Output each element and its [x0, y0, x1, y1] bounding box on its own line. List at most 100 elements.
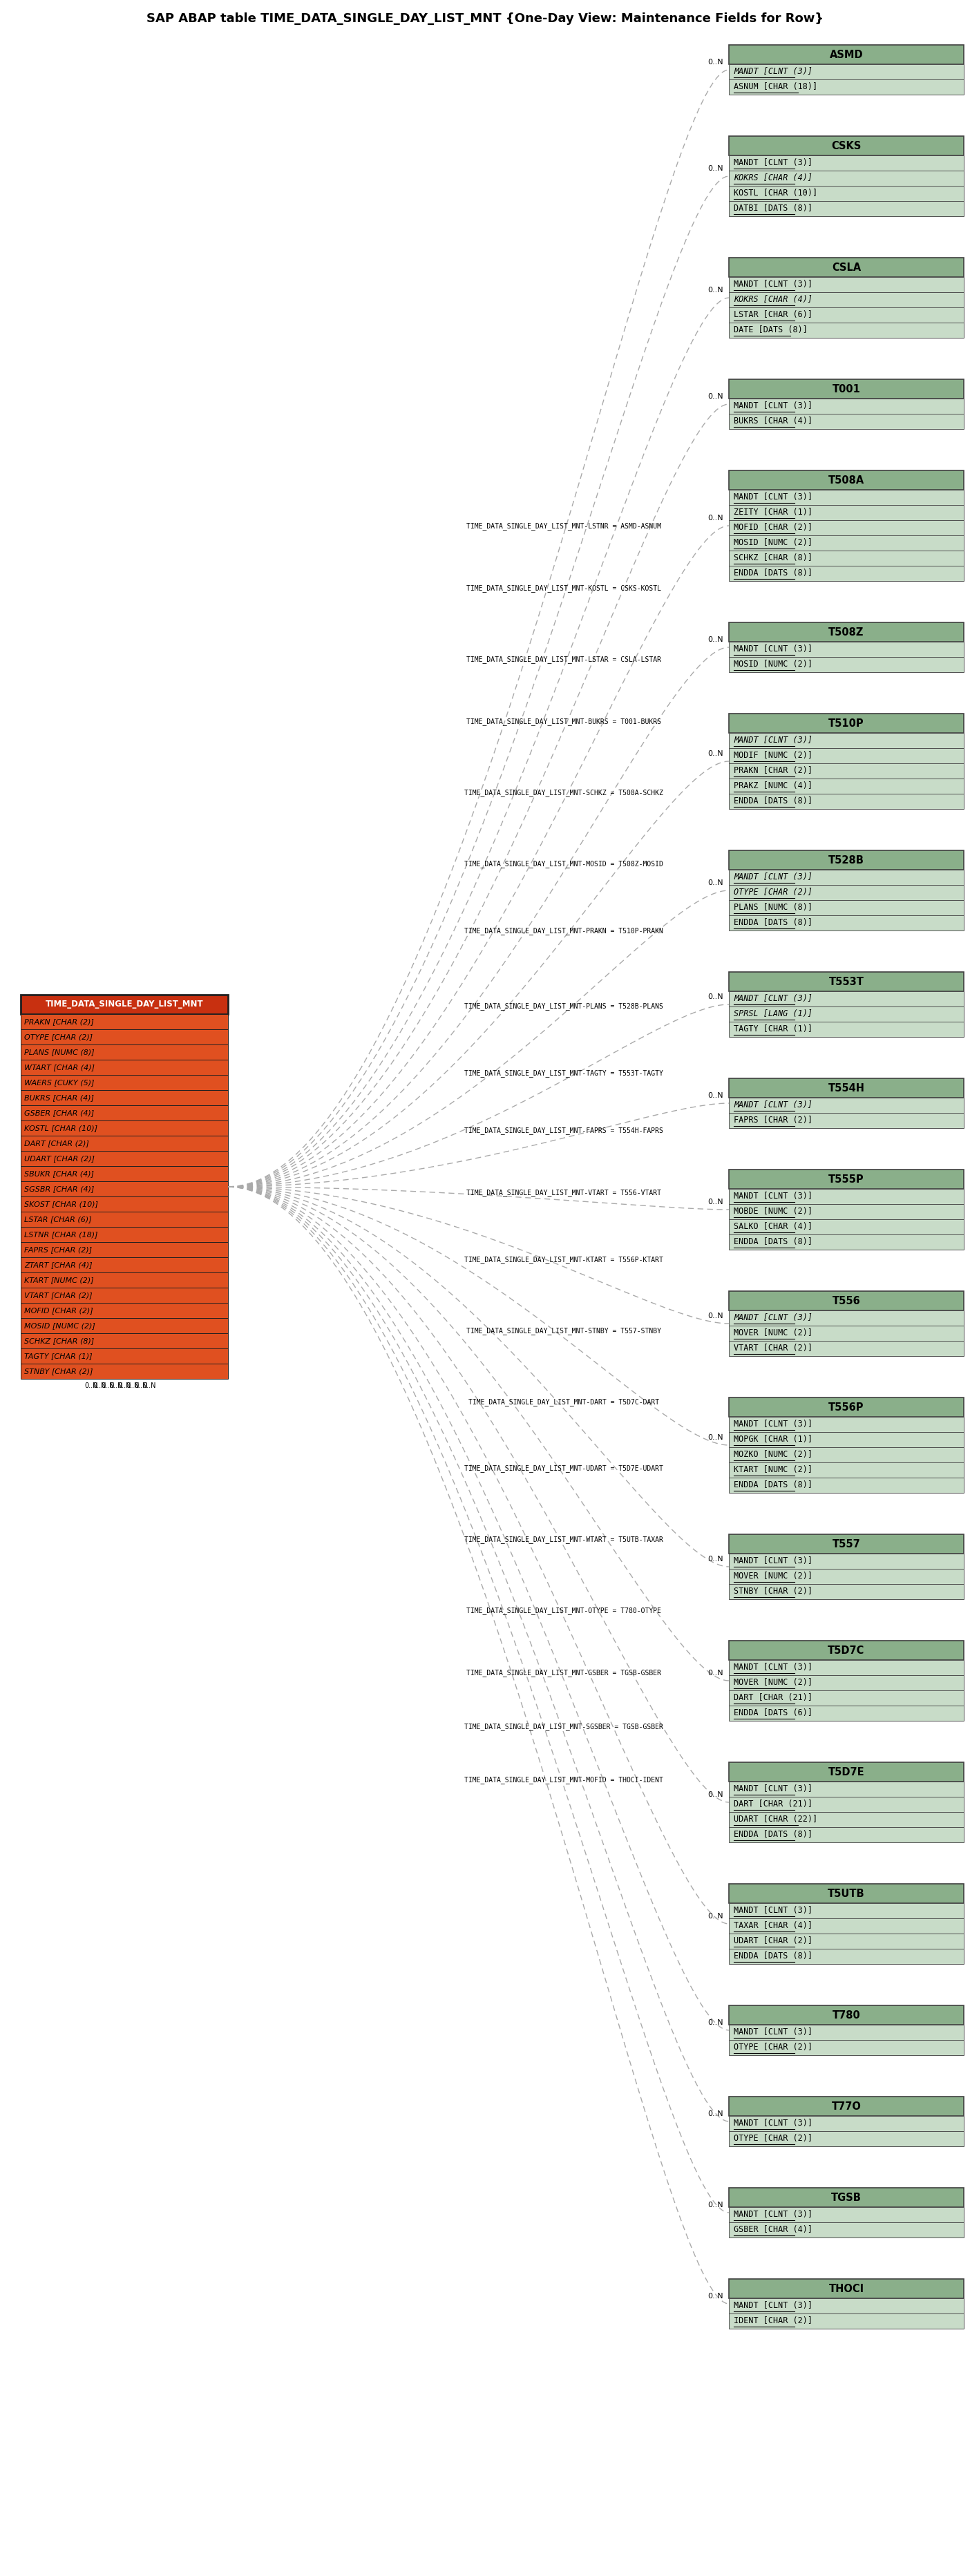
Text: TIME_DATA_SINGLE_DAY_LIST_MNT-GSBER = TGSB-GSBER: TIME_DATA_SINGLE_DAY_LIST_MNT-GSBER = TG… — [467, 1669, 662, 1677]
FancyBboxPatch shape — [728, 641, 964, 657]
Text: MOSID [NUMC (2)]: MOSID [NUMC (2)] — [733, 659, 813, 670]
FancyBboxPatch shape — [728, 1762, 964, 1783]
Text: 0..N: 0..N — [708, 994, 724, 999]
FancyBboxPatch shape — [728, 278, 964, 291]
Text: SKOST [CHAR (10)]: SKOST [CHAR (10)] — [24, 1200, 98, 1208]
FancyBboxPatch shape — [728, 1432, 964, 1448]
FancyBboxPatch shape — [20, 1121, 228, 1136]
Text: STNBY [CHAR (2)]: STNBY [CHAR (2)] — [733, 1587, 813, 1597]
FancyBboxPatch shape — [728, 1904, 964, 1919]
Text: ENDDA [DATS (8)]: ENDDA [DATS (8)] — [733, 920, 813, 927]
Text: MANDT [CLNT (3)]: MANDT [CLNT (3)] — [733, 492, 813, 502]
Text: SAP ABAP table TIME_DATA_SINGLE_DAY_LIST_MNT {One-Day View: Maintenance Fields f: SAP ABAP table TIME_DATA_SINGLE_DAY_LIST… — [146, 13, 824, 26]
Text: 0..N: 0..N — [708, 1914, 724, 1919]
Text: MOVER [NUMC (2)]: MOVER [NUMC (2)] — [733, 1329, 813, 1337]
FancyBboxPatch shape — [728, 155, 964, 170]
Text: KOKRS [CHAR (4)]: KOKRS [CHAR (4)] — [733, 173, 813, 183]
Text: ENDDA [DATS (8)]: ENDDA [DATS (8)] — [733, 1953, 813, 1960]
FancyBboxPatch shape — [728, 137, 964, 155]
Text: BUKRS [CHAR (4)]: BUKRS [CHAR (4)] — [733, 417, 813, 425]
FancyBboxPatch shape — [728, 1327, 964, 1342]
Text: T5UTB: T5UTB — [827, 1888, 865, 1899]
Text: DART [CHAR (21)]: DART [CHAR (21)] — [733, 1692, 813, 1703]
Text: 0..N: 0..N — [84, 1383, 98, 1388]
Text: 0..N: 0..N — [708, 2110, 724, 2117]
FancyBboxPatch shape — [20, 1030, 228, 1043]
Text: TIME_DATA_SINGLE_DAY_LIST_MNT-SGSBER = TGSB-GSBER: TIME_DATA_SINGLE_DAY_LIST_MNT-SGSBER = T… — [465, 1723, 663, 1731]
Text: MANDT [CLNT (3)]: MANDT [CLNT (3)] — [733, 2300, 813, 2311]
Text: GSBER [CHAR (4)]: GSBER [CHAR (4)] — [733, 2226, 813, 2233]
FancyBboxPatch shape — [728, 258, 964, 278]
Text: TIME_DATA_SINGLE_DAY_LIST_MNT-MOSID = T508Z-MOSID: TIME_DATA_SINGLE_DAY_LIST_MNT-MOSID = T5… — [465, 860, 663, 868]
FancyBboxPatch shape — [728, 1170, 964, 1190]
FancyBboxPatch shape — [728, 886, 964, 899]
FancyBboxPatch shape — [20, 1211, 228, 1226]
Text: UDART [CHAR (22)]: UDART [CHAR (22)] — [733, 1816, 818, 1824]
FancyBboxPatch shape — [728, 762, 964, 778]
Text: MANDT [CLNT (3)]: MANDT [CLNT (3)] — [733, 67, 813, 77]
FancyBboxPatch shape — [728, 80, 964, 95]
Text: T510P: T510P — [828, 719, 864, 729]
Text: 0..N: 0..N — [110, 1383, 123, 1388]
FancyBboxPatch shape — [728, 1023, 964, 1038]
FancyBboxPatch shape — [728, 185, 964, 201]
Text: GSBER [CHAR (4)]: GSBER [CHAR (4)] — [24, 1110, 94, 1115]
Text: 0..N: 0..N — [101, 1383, 114, 1388]
FancyBboxPatch shape — [20, 1303, 228, 1319]
Text: SCHKZ [CHAR (8)]: SCHKZ [CHAR (8)] — [24, 1337, 94, 1345]
FancyBboxPatch shape — [728, 2115, 964, 2130]
FancyBboxPatch shape — [728, 623, 964, 641]
Text: PLANS [NUMC (8)]: PLANS [NUMC (8)] — [733, 904, 813, 912]
FancyBboxPatch shape — [728, 1798, 964, 1811]
FancyBboxPatch shape — [728, 64, 964, 80]
Text: DATBI [DATS (8)]: DATBI [DATS (8)] — [733, 204, 813, 214]
FancyBboxPatch shape — [20, 1319, 228, 1334]
Text: TIME_DATA_SINGLE_DAY_LIST_MNT-FAPRS = T554H-FAPRS: TIME_DATA_SINGLE_DAY_LIST_MNT-FAPRS = T5… — [465, 1126, 663, 1133]
Text: BUKRS [CHAR (4)]: BUKRS [CHAR (4)] — [24, 1095, 94, 1100]
Text: MANDT [CLNT (3)]: MANDT [CLNT (3)] — [733, 1785, 813, 1793]
FancyBboxPatch shape — [728, 714, 964, 734]
Text: MOSID [NUMC (2)]: MOSID [NUMC (2)] — [733, 538, 813, 549]
FancyBboxPatch shape — [728, 1919, 964, 1935]
FancyBboxPatch shape — [20, 1182, 228, 1195]
FancyBboxPatch shape — [728, 747, 964, 762]
FancyBboxPatch shape — [728, 2280, 964, 2298]
Text: MOFID [CHAR (2)]: MOFID [CHAR (2)] — [733, 523, 813, 533]
FancyBboxPatch shape — [728, 322, 964, 337]
FancyBboxPatch shape — [728, 170, 964, 185]
Text: T554H: T554H — [828, 1082, 864, 1092]
FancyBboxPatch shape — [728, 1659, 964, 1674]
FancyBboxPatch shape — [728, 2298, 964, 2313]
FancyBboxPatch shape — [728, 201, 964, 216]
Text: 0..N: 0..N — [708, 1314, 724, 1319]
Text: PLANS [NUMC (8)]: PLANS [NUMC (8)] — [24, 1048, 94, 1056]
Text: PRAKZ [NUMC (4)]: PRAKZ [NUMC (4)] — [733, 781, 813, 791]
Text: 0..N: 0..N — [708, 59, 724, 64]
FancyBboxPatch shape — [728, 793, 964, 809]
Text: PRAKN [CHAR (2)]: PRAKN [CHAR (2)] — [24, 1018, 94, 1025]
Text: 0..N: 0..N — [708, 2202, 724, 2208]
FancyBboxPatch shape — [728, 1234, 964, 1249]
FancyBboxPatch shape — [20, 1151, 228, 1167]
FancyBboxPatch shape — [20, 1226, 228, 1242]
FancyBboxPatch shape — [728, 471, 964, 489]
FancyBboxPatch shape — [728, 992, 964, 1007]
Text: MOZKO [NUMC (2)]: MOZKO [NUMC (2)] — [733, 1450, 813, 1461]
FancyBboxPatch shape — [728, 2097, 964, 2115]
FancyBboxPatch shape — [20, 1195, 228, 1211]
Text: MANDT [CLNT (3)]: MANDT [CLNT (3)] — [733, 1664, 813, 1672]
Text: TAGTY [CHAR (1)]: TAGTY [CHAR (1)] — [733, 1025, 813, 1033]
FancyBboxPatch shape — [728, 657, 964, 672]
Text: TIME_DATA_SINGLE_DAY_LIST_MNT-KOSTL = CSKS-KOSTL: TIME_DATA_SINGLE_DAY_LIST_MNT-KOSTL = CS… — [467, 585, 662, 592]
FancyBboxPatch shape — [728, 1190, 964, 1203]
Text: UDART [CHAR (2)]: UDART [CHAR (2)] — [733, 1937, 813, 1945]
Text: MANDT [CLNT (3)]: MANDT [CLNT (3)] — [733, 2027, 813, 2038]
FancyBboxPatch shape — [728, 2004, 964, 2025]
Text: STNBY [CHAR (2)]: STNBY [CHAR (2)] — [24, 1368, 93, 1376]
Text: ZTART [CHAR (4)]: ZTART [CHAR (4)] — [24, 1262, 92, 1267]
Text: T556P: T556P — [828, 1401, 864, 1412]
FancyBboxPatch shape — [728, 1311, 964, 1327]
FancyBboxPatch shape — [20, 1090, 228, 1105]
Text: MOPGK [CHAR (1)]: MOPGK [CHAR (1)] — [733, 1435, 813, 1445]
FancyBboxPatch shape — [728, 505, 964, 520]
